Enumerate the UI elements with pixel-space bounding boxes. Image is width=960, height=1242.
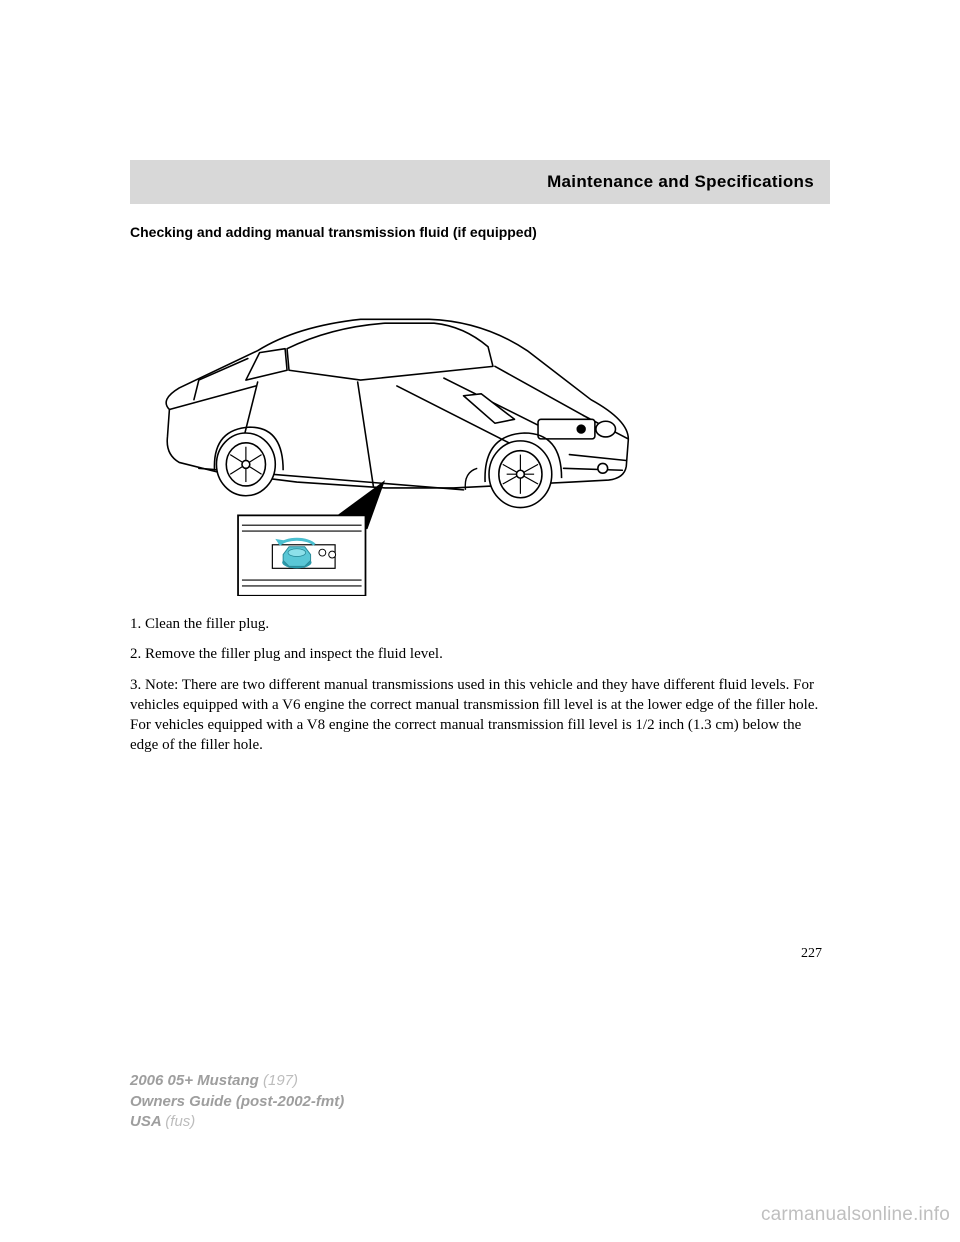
transmission-fluid-figure (140, 272, 640, 596)
chapter-title: Maintenance and Specifications (547, 172, 814, 192)
footer-code: (197) (263, 1072, 298, 1089)
section-subheading: Checking and adding manual transmission … (130, 224, 830, 240)
instruction-step: 3. Note: There are two different manual … (130, 675, 830, 756)
publication-footer: 2006 05+ Mustang (197) Owners Guide (pos… (130, 1071, 344, 1132)
footer-region-code: (fus) (165, 1113, 195, 1130)
instruction-step: 1. Clean the filler plug. (130, 614, 830, 634)
footer-region: USA (130, 1113, 161, 1130)
footer-model: 2006 05+ Mustang (130, 1072, 259, 1089)
page-number: 227 (130, 946, 830, 962)
watermark: carmanualsonline.info (761, 1204, 950, 1226)
instruction-step: 2. Remove the filler plug and inspect th… (130, 644, 830, 664)
footer-guide: Owners Guide (post-2002-fmt) (130, 1092, 344, 1112)
instruction-list: 1. Clean the filler plug. 2. Remove the … (130, 614, 830, 756)
chapter-header: Maintenance and Specifications (130, 160, 830, 204)
